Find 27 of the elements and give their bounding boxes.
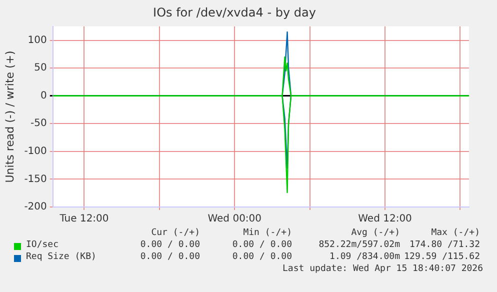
x-tick-label: Wed 00:00 (208, 214, 262, 225)
y-tick-label: -150 (24, 174, 47, 185)
y-axis-title: Units read (-) / write (+) (3, 50, 16, 183)
text: 0.00 / 0.00 (140, 252, 200, 262)
text: 0.00 / 0.00 (232, 240, 292, 250)
x-tick-label: Wed 12:00 (358, 214, 412, 225)
x-tick-label: Tue 12:00 (58, 214, 109, 225)
y-tick-label: 0 (40, 90, 47, 102)
text: 174.80 /71.32 (410, 240, 480, 250)
text: 1.09 /834.00m (330, 252, 400, 262)
text: Last update: Wed Apr 15 18:40:07 2026 (282, 264, 483, 274)
y-tick-label: -200 (24, 202, 47, 213)
legend-label: IO/sec (26, 240, 59, 250)
y-tick-label: 100 (28, 34, 47, 46)
text: Cur (-/+) (151, 228, 200, 238)
y-tick-label: -50 (30, 118, 47, 130)
text: Avg (-/+) (351, 228, 400, 238)
y-tick-label: 50 (34, 62, 47, 74)
text: 129.59 /115.62 (404, 252, 480, 262)
y-tick-label: -100 (24, 146, 47, 158)
text: 852.22m/597.02m (318, 240, 400, 250)
text: 0.00 / 0.00 (140, 240, 200, 250)
text: Min (-/+) (243, 228, 292, 238)
text: Max (-/+) (431, 228, 480, 238)
legend-label: Req Size (KB) (26, 252, 96, 262)
chart-title: IOs for /dev/xvda4 - by day (153, 5, 316, 20)
text: 0.00 / 0.00 (232, 252, 292, 262)
